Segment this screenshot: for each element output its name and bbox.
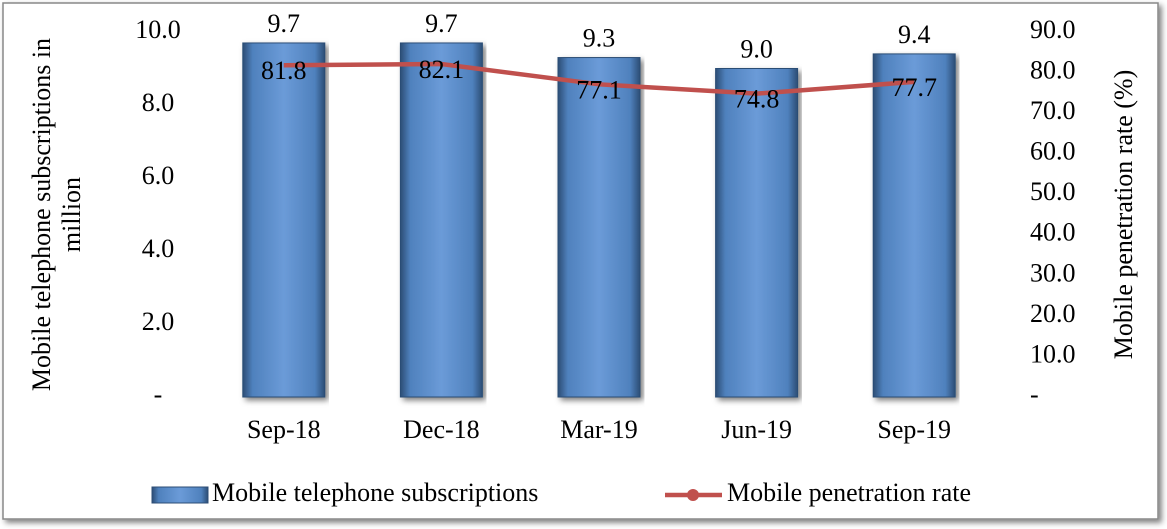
y-axis-label-line: million bbox=[57, 177, 86, 252]
x-tick-label: Sep-18 bbox=[247, 415, 321, 444]
bar bbox=[557, 57, 641, 398]
bar-value-label: 9.0 bbox=[740, 34, 773, 63]
y2-tick-label: 10.0 bbox=[1030, 339, 1076, 368]
x-tick-label: Mar-19 bbox=[560, 415, 637, 444]
line-value-label: 82.1 bbox=[419, 55, 465, 84]
line-value-label: 77.7 bbox=[891, 73, 937, 102]
x-tick-label: Dec-18 bbox=[403, 415, 480, 444]
bar bbox=[399, 42, 483, 398]
bar bbox=[715, 68, 799, 398]
legend-swatch bbox=[151, 486, 209, 504]
line-value-label: 74.8 bbox=[734, 85, 780, 114]
y2-tick-label: 80.0 bbox=[1030, 56, 1076, 85]
bar bbox=[242, 42, 326, 398]
bar-value-label: 9.7 bbox=[268, 9, 301, 38]
y-axis-label: Mobile telephone subscriptions inmillion bbox=[27, 38, 86, 391]
line-value-label: 81.8 bbox=[261, 56, 307, 85]
line bbox=[283, 61, 915, 96]
y2-tick-label: 20.0 bbox=[1030, 299, 1076, 328]
legend-marker bbox=[687, 489, 699, 501]
y2-tick-label: 40.0 bbox=[1030, 218, 1076, 247]
y2-tick-label: 50.0 bbox=[1030, 177, 1076, 206]
line-value-label: 77.1 bbox=[576, 75, 622, 104]
y2-tick-label: 70.0 bbox=[1030, 96, 1076, 125]
y-tick-label: 10.0 bbox=[135, 15, 181, 44]
y-axis-label-line: Mobile telephone subscriptions in bbox=[27, 38, 56, 391]
x-tick-label: Sep-19 bbox=[877, 415, 951, 444]
y-tick-label: - bbox=[154, 380, 163, 409]
y2-tick-label: - bbox=[1030, 380, 1039, 409]
legend-label: Mobile penetration rate bbox=[727, 478, 971, 507]
legend-label: Mobile telephone subscriptions bbox=[212, 478, 538, 507]
bar-value-label: 9.4 bbox=[898, 20, 931, 49]
bar-value-label: 9.3 bbox=[583, 24, 616, 53]
y-tick-label: 6.0 bbox=[142, 161, 175, 190]
y2-tick-label: 30.0 bbox=[1030, 258, 1076, 287]
y-tick-label: 2.0 bbox=[142, 307, 175, 336]
y2-tick-label: 90.0 bbox=[1030, 15, 1076, 44]
y2-tick-label: 60.0 bbox=[1030, 137, 1076, 166]
y-tick-label: 8.0 bbox=[142, 88, 175, 117]
bar bbox=[872, 53, 956, 398]
y-tick-label: 4.0 bbox=[142, 234, 175, 263]
y2-axis-label: Mobile penetration rate (%) bbox=[1109, 70, 1138, 360]
bar-value-label: 9.7 bbox=[425, 9, 458, 38]
x-tick-label: Jun-19 bbox=[721, 415, 792, 444]
